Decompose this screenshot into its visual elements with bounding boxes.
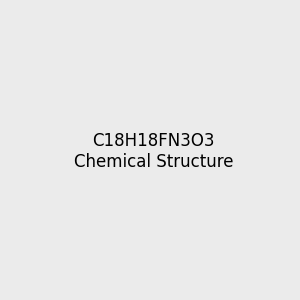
Text: C18H18FN3O3
Chemical Structure: C18H18FN3O3 Chemical Structure [74,132,233,171]
